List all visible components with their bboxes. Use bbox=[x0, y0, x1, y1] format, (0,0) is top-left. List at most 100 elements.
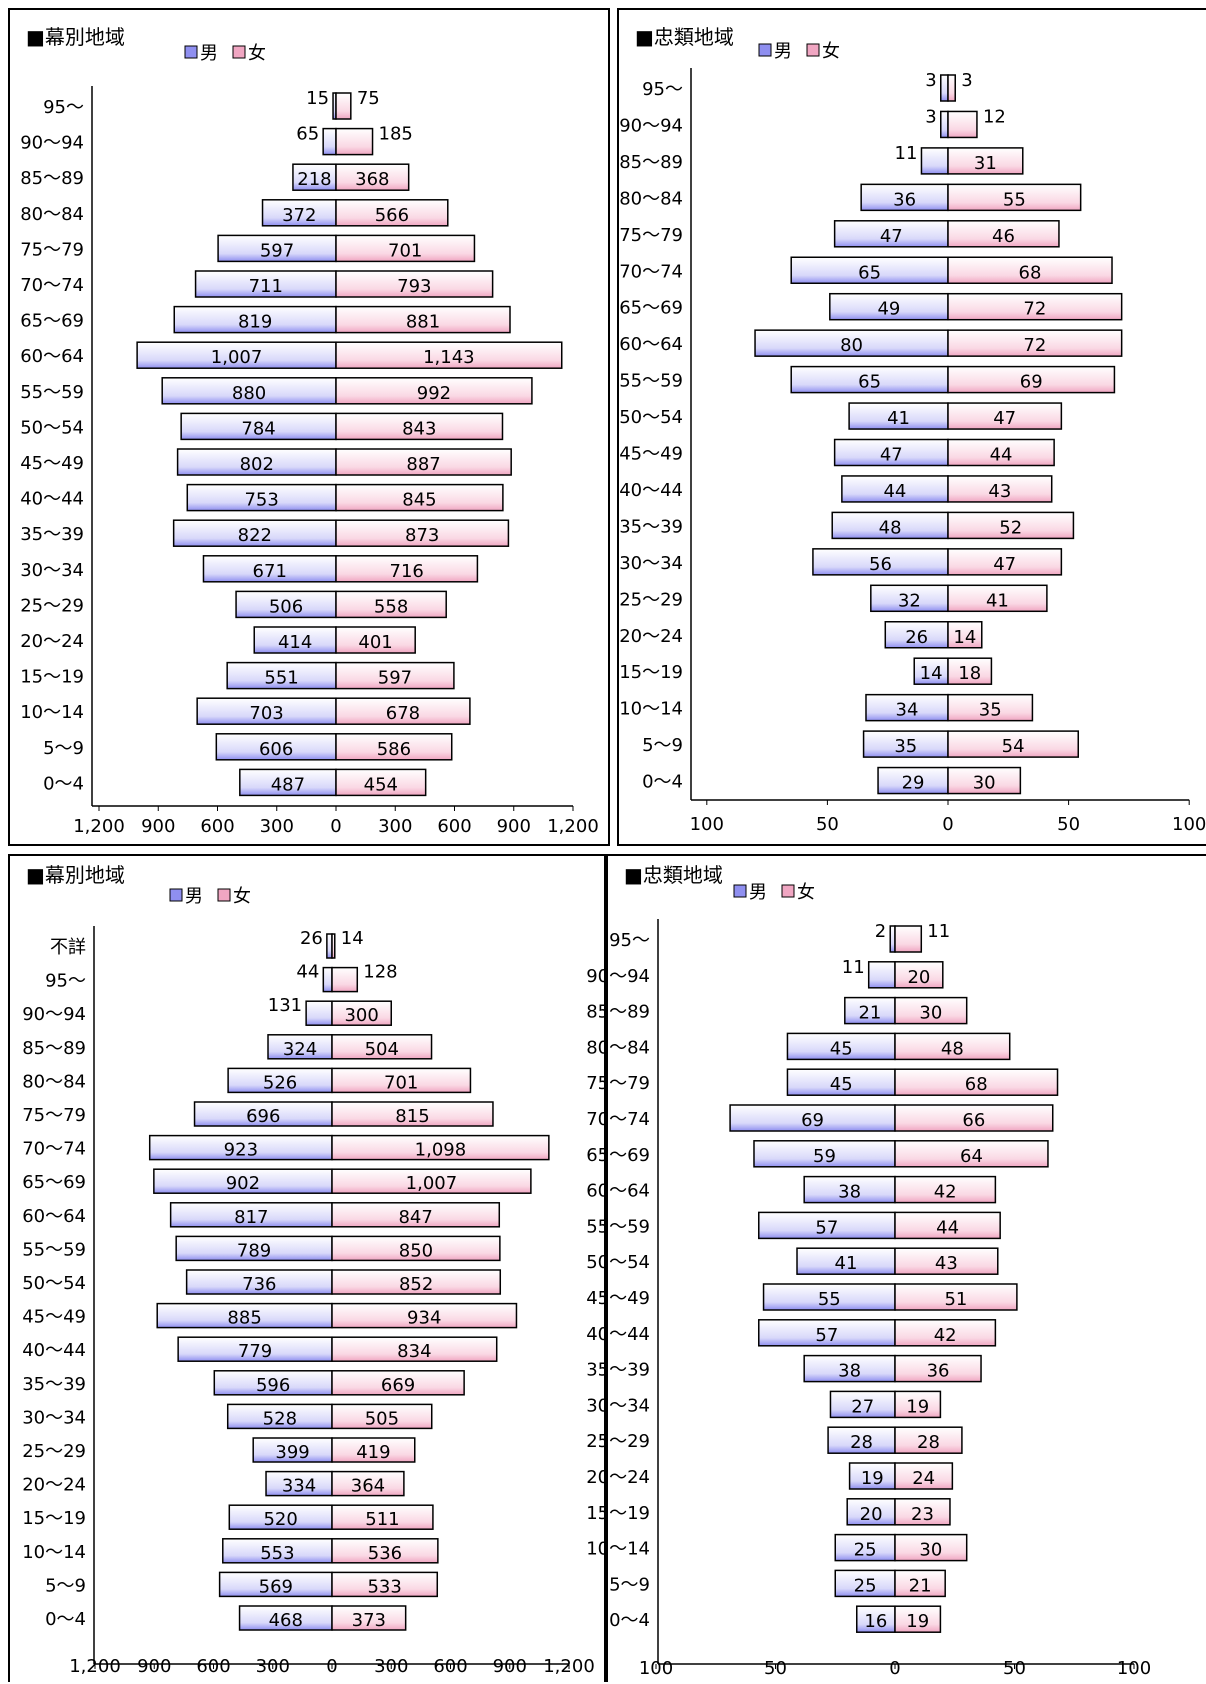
category-label: 65～69 bbox=[619, 298, 683, 319]
category-label: 90～94 bbox=[22, 1004, 86, 1025]
value-label-female: 992 bbox=[417, 383, 451, 404]
x-tick-label: 100 bbox=[639, 1658, 673, 1679]
x-tick-label: 100 bbox=[690, 814, 724, 835]
bar-male bbox=[841, 475, 949, 503]
value-label-female: 373 bbox=[352, 1610, 386, 1631]
chart-title: ■忠類地域 bbox=[624, 863, 723, 887]
bar-female bbox=[947, 220, 1060, 248]
value-label-male: 57 bbox=[815, 1325, 838, 1346]
value-label-female: 24 bbox=[912, 1468, 935, 1489]
bar-male bbox=[322, 127, 337, 156]
value-label-female: 536 bbox=[368, 1543, 402, 1564]
bar-female bbox=[947, 657, 993, 685]
x-tick-label: 300 bbox=[374, 1656, 408, 1677]
value-label-male: 468 bbox=[269, 1610, 303, 1631]
value-label-female: 558 bbox=[374, 596, 408, 617]
legend-swatch-male bbox=[733, 884, 747, 898]
bar-male bbox=[846, 1498, 896, 1526]
value-label-male: 65 bbox=[858, 372, 881, 393]
bar-female bbox=[335, 127, 374, 156]
category-label: 5～9 bbox=[609, 1574, 650, 1595]
value-label-female: 19 bbox=[906, 1396, 929, 1417]
value-label-female: 401 bbox=[358, 632, 392, 653]
bar-female bbox=[947, 584, 1048, 613]
category-label: 10～14 bbox=[22, 1542, 86, 1563]
value-label-female: 72 bbox=[1023, 335, 1046, 356]
value-label-female: 1,007 bbox=[406, 1173, 458, 1194]
bar-male bbox=[803, 1354, 896, 1383]
bar-female bbox=[335, 661, 455, 690]
value-label-female: 19 bbox=[906, 1611, 929, 1632]
value-label-male: 606 bbox=[259, 739, 293, 760]
category-label: 65～69 bbox=[586, 1145, 650, 1166]
value-label-male: 520 bbox=[263, 1509, 297, 1530]
value-label-female: 54 bbox=[1002, 736, 1025, 757]
value-label-male: 29 bbox=[902, 773, 925, 794]
value-label-male: 902 bbox=[226, 1173, 260, 1194]
value-label-female: 21 bbox=[909, 1575, 932, 1596]
value-label-male: 551 bbox=[264, 668, 298, 689]
value-label-female: 11 bbox=[927, 921, 950, 942]
value-label-male: 65 bbox=[296, 124, 319, 145]
value-label-female: 64 bbox=[960, 1146, 983, 1167]
x-tick-label: 50 bbox=[1003, 1658, 1026, 1679]
category-label: 35～39 bbox=[586, 1360, 650, 1381]
value-label-female: 72 bbox=[1023, 299, 1046, 320]
bar-female bbox=[331, 1034, 433, 1060]
category-label: 85～89 bbox=[20, 168, 84, 189]
bar-male bbox=[186, 483, 337, 512]
bar-male bbox=[827, 1426, 896, 1454]
value-label-male: 597 bbox=[260, 240, 294, 261]
bar-female bbox=[335, 519, 510, 547]
value-label-female: 42 bbox=[934, 1325, 957, 1346]
legend-swatch-female bbox=[232, 45, 246, 59]
value-label-male: 2 bbox=[875, 921, 886, 942]
category-label: 40～44 bbox=[22, 1340, 86, 1361]
value-label-male: 506 bbox=[269, 596, 303, 617]
bar-female bbox=[331, 1571, 439, 1598]
bar-female bbox=[894, 1104, 1054, 1132]
bar-female bbox=[335, 163, 410, 191]
bar-female bbox=[894, 1068, 1059, 1096]
value-label-female: 47 bbox=[993, 554, 1016, 575]
bar-male bbox=[796, 1247, 896, 1275]
value-label-male: 25 bbox=[854, 1540, 877, 1561]
bar-female bbox=[331, 1101, 494, 1127]
bar-female bbox=[331, 1168, 532, 1194]
bar-female bbox=[894, 1605, 942, 1633]
category-label: 90～94 bbox=[586, 966, 650, 987]
value-label-female: 36 bbox=[927, 1361, 950, 1382]
value-label-female: 597 bbox=[378, 668, 412, 689]
value-label-female: 701 bbox=[388, 240, 422, 261]
bar-female bbox=[894, 1175, 997, 1204]
bar-female bbox=[947, 693, 1034, 722]
value-label-male: 784 bbox=[241, 418, 275, 439]
value-label-female: 47 bbox=[993, 408, 1016, 429]
x-tick-label: 0 bbox=[942, 814, 953, 835]
value-label-female: 504 bbox=[365, 1039, 399, 1060]
bar-female bbox=[894, 1032, 1011, 1061]
value-label-male: 487 bbox=[271, 774, 305, 795]
value-label-male: 44 bbox=[883, 481, 906, 502]
value-label-female: 300 bbox=[344, 1005, 378, 1026]
value-label-male: 19 bbox=[861, 1468, 884, 1489]
category-label: 5～9 bbox=[43, 738, 84, 759]
category-label: 50～54 bbox=[20, 417, 84, 438]
bar-male bbox=[265, 1470, 333, 1497]
bar-female bbox=[894, 1247, 999, 1275]
value-label-female: 3 bbox=[961, 70, 972, 91]
x-tick-label: 600 bbox=[433, 1656, 467, 1677]
value-label-female: 14 bbox=[341, 928, 364, 949]
value-label-female: 834 bbox=[397, 1341, 431, 1362]
bar-male bbox=[833, 438, 949, 467]
value-label-female: 69 bbox=[1020, 372, 1043, 393]
category-label: 95～ bbox=[45, 971, 86, 992]
value-label-female: 852 bbox=[399, 1274, 433, 1295]
value-label-male: 59 bbox=[813, 1146, 836, 1167]
category-label: 45～49 bbox=[22, 1307, 86, 1328]
value-label-female: 533 bbox=[367, 1576, 401, 1597]
bar-female bbox=[335, 341, 563, 369]
bar-female bbox=[331, 1067, 472, 1094]
value-label-female: 1,143 bbox=[423, 347, 475, 368]
bar-male bbox=[322, 966, 333, 993]
